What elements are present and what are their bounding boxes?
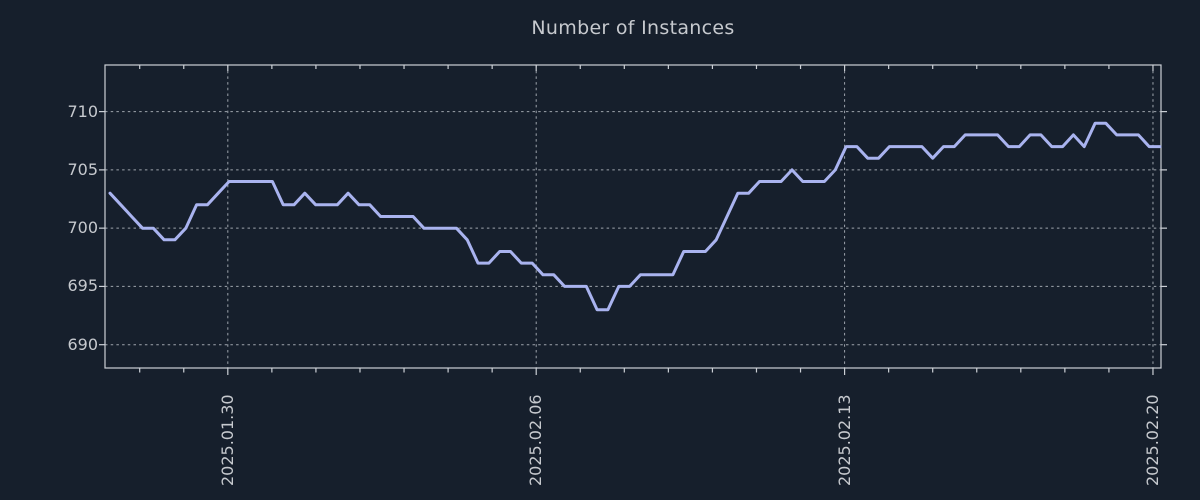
x-tick-label: 2025.02.20 [1142, 394, 1162, 486]
plot-frame [104, 64, 1162, 369]
series-line [108, 121, 1162, 312]
y-tick-label: 710 [67, 101, 98, 121]
x-tick-label: 2025.02.06 [526, 394, 546, 486]
x-tick-label: 2025.02.13 [834, 394, 854, 486]
y-tick-label: 695 [67, 276, 98, 296]
y-tick-label: 690 [67, 334, 98, 354]
x-tick-label: 2025.01.30 [217, 394, 237, 486]
y-tick-label: 705 [67, 159, 98, 179]
y-tick-label: 700 [67, 218, 98, 238]
chart-title: Number of Instances [531, 17, 735, 39]
